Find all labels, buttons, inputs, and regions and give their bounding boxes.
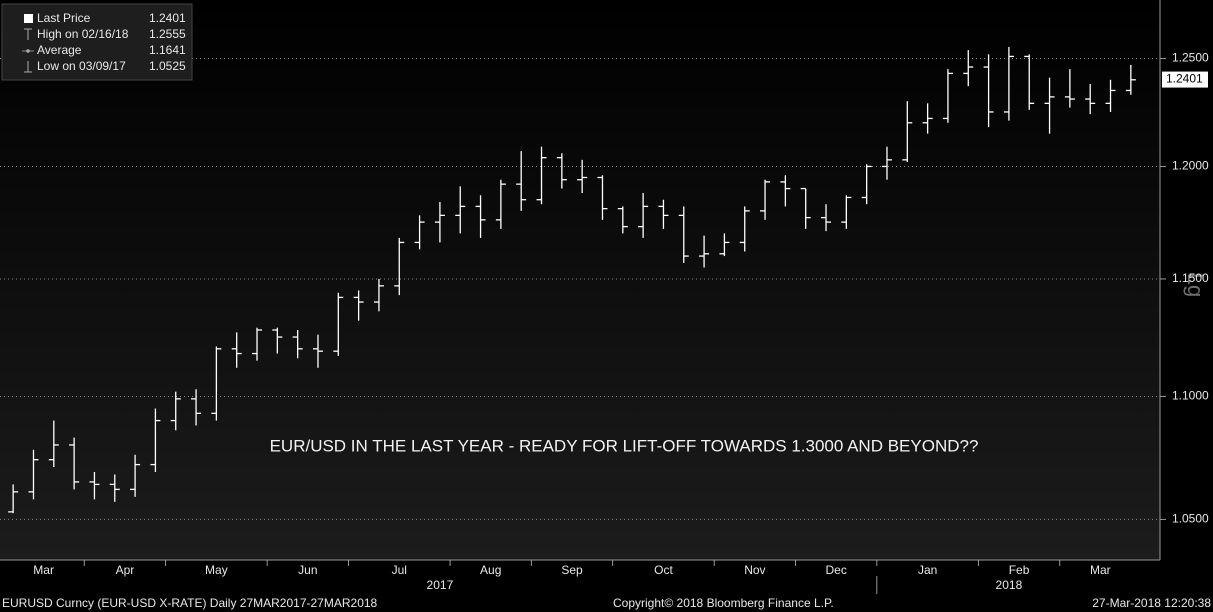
- ohlc-bar: [516, 151, 527, 211]
- ohlc-bar: [211, 346, 222, 421]
- x-tick-label: Jul: [392, 563, 407, 577]
- ohlc-bar: [8, 484, 19, 514]
- footer-center: Copyright© 2018 Bloomberg Finance L.P.: [613, 596, 834, 610]
- ohlc-bar: [881, 146, 892, 180]
- ohlc-bar: [617, 206, 628, 234]
- legend-label: Average: [37, 43, 82, 57]
- ohlc-bar: [983, 54, 994, 128]
- scale-label: Lg: [1183, 273, 1208, 297]
- ohlc-bar: [800, 187, 811, 229]
- legend-value: 1.0525: [149, 59, 186, 73]
- legend-label: Low on 03/09/17: [37, 59, 126, 73]
- ohlc-bar: [89, 472, 100, 500]
- x-tick-label: Aug: [480, 563, 501, 577]
- x-tick-label: Apr: [116, 563, 135, 577]
- year-label: 2017: [427, 578, 454, 592]
- ohlc-bar: [658, 199, 669, 229]
- legend-box: [1, 3, 193, 81]
- ohlc-bar: [434, 201, 445, 243]
- legend-label: High on 02/16/18: [37, 27, 129, 41]
- legend-value: 1.1641: [149, 43, 186, 57]
- plot-background: [0, 0, 1160, 560]
- ohlc-bar: [678, 206, 689, 263]
- ohlc-bar: [861, 164, 872, 205]
- last-price-box: [1162, 71, 1208, 88]
- y-tick-label: 1.2500: [1172, 51, 1209, 65]
- annotation: EUR/USD IN THE LAST YEAR - READY FOR LIF…: [270, 436, 979, 455]
- x-tick-label: Mar: [1090, 563, 1111, 577]
- x-tick-label: Dec: [826, 563, 847, 577]
- ohlc-bar: [719, 233, 730, 257]
- ohlc-bar: [252, 327, 263, 361]
- ohlc-bar: [1064, 69, 1075, 108]
- ohlc-bar: [231, 332, 242, 368]
- legend: Last Price 1.2401 High on 02/16/18 1.2555 Av…: [1, 3, 193, 81]
- ohlc-bar: [272, 327, 283, 354]
- ohlc-bar: [760, 179, 771, 220]
- ohlc-bar: [1024, 54, 1035, 110]
- ohlc-bar: [780, 175, 791, 207]
- legend-value: 1.2555: [149, 27, 186, 41]
- last-price-label: 1.2401: [1166, 72, 1203, 86]
- ohlc-bar: [597, 175, 608, 220]
- y-tick-label: 1.1000: [1172, 389, 1209, 403]
- x-tick-label: Oct: [654, 563, 673, 577]
- ohlc-bar: [475, 195, 486, 238]
- y-tick-label: 1.1500: [1172, 271, 1209, 285]
- ohlc-bar: [312, 334, 323, 368]
- ohlc-bar: [414, 215, 425, 250]
- ohlc-bar: [455, 186, 466, 234]
- legend-swatch: [24, 14, 33, 23]
- legend-label: Last Price: [37, 11, 91, 25]
- ohlc-bar: [109, 474, 120, 502]
- ohlc-bar: [556, 153, 567, 189]
- ohlc-bar: [191, 389, 202, 426]
- ohlc-bar: [577, 159, 588, 194]
- ohlc-bar: [1085, 84, 1096, 115]
- ohlc-bar: [69, 437, 80, 490]
- ohlc-bar: [353, 290, 364, 321]
- ohlc-bar: [48, 420, 59, 468]
- ohlc-bar: [699, 235, 710, 268]
- y-tick-label: 1.2000: [1172, 159, 1209, 173]
- x-tick-label: Jan: [918, 563, 937, 577]
- legend-icon: [26, 49, 30, 53]
- ohlc-bar: [1003, 46, 1014, 121]
- ohlc-bar: [495, 179, 506, 229]
- plot: [0, 46, 1166, 594]
- y-tick-label: 1.0500: [1172, 512, 1209, 526]
- ohlc-bar: [1125, 64, 1136, 95]
- x-tick-label: Feb: [1009, 563, 1030, 577]
- ohlc-bar: [28, 449, 39, 500]
- ohlc-bar: [821, 204, 832, 232]
- ohlc-bar: [150, 408, 161, 473]
- ohlc-bar: [130, 454, 141, 497]
- ohlc-bar: [333, 292, 344, 356]
- ohlc-bar: [1105, 79, 1116, 112]
- ohlc-bar: [394, 237, 405, 296]
- year-label: 2018: [996, 578, 1023, 592]
- footer-right: 27-Mar-2018 12:20:38: [1092, 596, 1211, 610]
- ohlc-bar: [942, 69, 953, 123]
- x-tick-label: Sep: [561, 563, 583, 577]
- legend-value: 1.2401: [149, 11, 186, 25]
- x-tick-label: May: [205, 563, 228, 577]
- ohlc-bar: [170, 391, 181, 431]
- x-tick-label: Nov: [744, 563, 765, 577]
- ohlc-bar: [922, 103, 933, 134]
- ohlc-bar: [963, 50, 974, 87]
- ohlc-bar: [841, 195, 852, 229]
- axis-background: [1160, 0, 1213, 560]
- x-tick-label: Jun: [298, 563, 317, 577]
- ohlc-bar: [292, 330, 303, 359]
- ohlc-bar: [373, 278, 384, 312]
- ohlc-bar: [536, 146, 547, 205]
- x-tick-label: Mar: [33, 563, 54, 577]
- ohlc-bar: [739, 206, 750, 252]
- ohlc-bar: [902, 101, 913, 163]
- ohlc-bar: [1044, 77, 1055, 134]
- footer-left: EURUSD Curncy (EUR-USD X-RATE) Daily 27M…: [2, 596, 378, 610]
- ohlc-bar: [638, 193, 649, 238]
